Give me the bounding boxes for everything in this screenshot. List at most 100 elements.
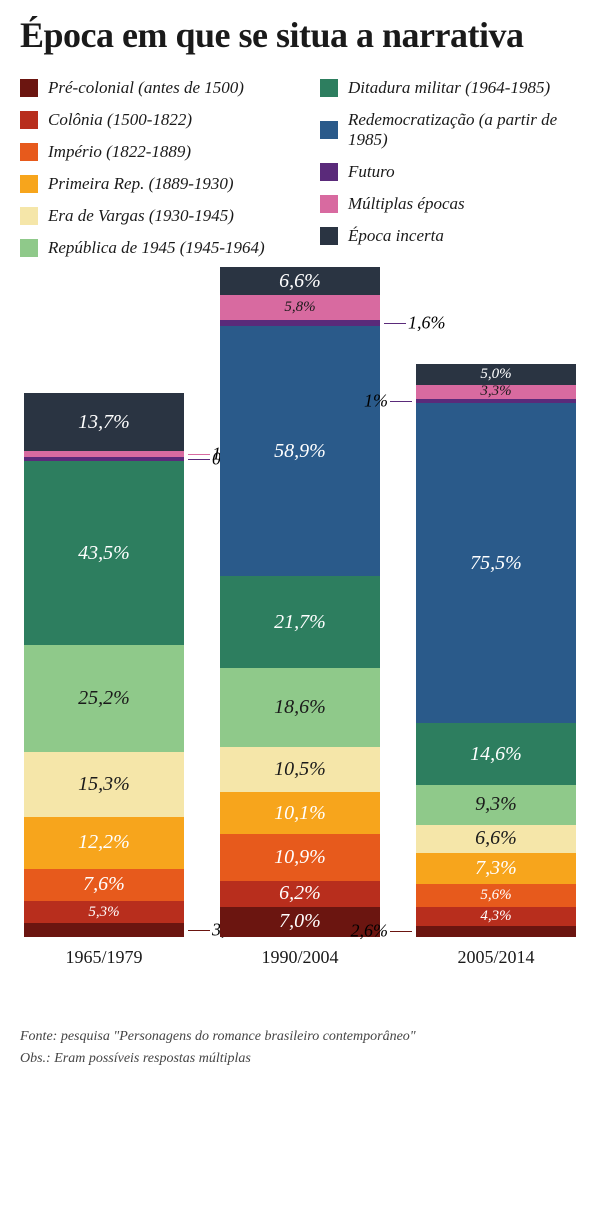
segment-value: 25,2% <box>78 687 130 710</box>
bar-segment: 5,3% <box>24 901 184 923</box>
callout-label: 1,6% <box>408 313 446 334</box>
legend-label: Futuro <box>348 162 395 182</box>
callout-line <box>384 323 406 324</box>
footer-note: Obs.: Eram possíveis respostas múltiplas <box>20 1048 580 1070</box>
segment-value: 6,2% <box>279 882 321 905</box>
bar-segment: 4,3% <box>416 907 576 925</box>
legend-swatch <box>20 175 38 193</box>
segment-value: 43,5% <box>78 542 130 565</box>
x-axis-label: 2005/2014 <box>457 947 534 968</box>
bar-segment: 13,7% <box>24 393 184 451</box>
segment-value: 7,6% <box>83 873 125 896</box>
legend-item: Era de Vargas (1930-1945) <box>20 206 280 226</box>
segment-value: 9,3% <box>475 793 517 816</box>
legend-item: Ditadura militar (1964-1985) <box>320 78 580 98</box>
segment-value: 58,9% <box>274 440 326 463</box>
bar-segment: 14,6% <box>416 723 576 785</box>
legend-item: Múltiplas épocas <box>320 194 580 214</box>
legend-swatch <box>320 195 338 213</box>
legend-label: Época incerta <box>348 226 444 246</box>
segment-value: 12,2% <box>78 831 130 854</box>
legend-swatch <box>20 207 38 225</box>
bar-segment: 25,2% <box>24 645 184 752</box>
legend-item: Pré-colonial (antes de 1500) <box>20 78 280 98</box>
segment-value: 10,9% <box>274 846 326 869</box>
segment-value: 10,1% <box>274 802 326 825</box>
legend-label: Primeira Rep. (1889-1930) <box>48 174 234 194</box>
bar-segment: 9,3% <box>416 785 576 824</box>
segment-value: 3,3% <box>480 383 511 400</box>
segment-value: 21,7% <box>274 611 326 634</box>
bar-segment: 58,9% <box>220 326 380 576</box>
callout-label: 1% <box>364 391 388 412</box>
segment-value: 7,0% <box>279 910 321 933</box>
callout-line <box>188 930 210 931</box>
bar: 3,1% 5,3% 7,6% 12,2% 15,3% 25,2% 43,5% 0,8%1,5%… <box>24 393 184 937</box>
segment-value: 7,3% <box>475 857 517 880</box>
bar-segment: 75,5% <box>416 403 576 723</box>
legend-swatch <box>20 79 38 97</box>
callout-line <box>390 931 412 932</box>
legend-label: Colônia (1500-1822) <box>48 110 192 130</box>
segment-value: 4,3% <box>480 908 511 925</box>
legend-label: Ditadura militar (1964-1985) <box>348 78 550 98</box>
bar-group: 7,0% 6,2% 10,9% 10,1% 10,5% 18,6% 21,7% 58,9% 1,… <box>220 267 380 968</box>
bar-segment: 10,5% <box>220 747 380 792</box>
chart-footer: Fonte: pesquisa "Personagens do romance … <box>20 1026 580 1071</box>
segment-value: 5,6% <box>480 887 511 904</box>
legend-label: Redemocratização (a partir de 1985) <box>348 110 580 150</box>
segment-value: 18,6% <box>274 696 326 719</box>
bar-segment: 5,0% <box>416 364 576 385</box>
legend-label: Império (1822-1889) <box>48 142 191 162</box>
legend-item: Império (1822-1889) <box>20 142 280 162</box>
bar-segment: 21,7% <box>220 576 380 668</box>
legend-label: Era de Vargas (1930-1945) <box>48 206 234 226</box>
segment-value: 13,7% <box>78 411 130 434</box>
segment-value: 6,6% <box>279 270 321 293</box>
segment-value: 75,5% <box>470 552 522 575</box>
footer-source: Fonte: pesquisa "Personagens do romance … <box>20 1026 580 1048</box>
legend-swatch <box>320 79 338 97</box>
bar: 2,6%4,3%5,6%7,3%6,6%9,3%14,6%75,5%1%3,3%… <box>416 364 576 937</box>
callout-label: 2,6% <box>351 921 389 942</box>
segment-value: 14,6% <box>470 743 522 766</box>
legend-item: Futuro <box>320 162 580 182</box>
bar-segment: 3,1% <box>24 923 184 936</box>
legend-item: República de 1945 (1945-1964) <box>20 238 280 258</box>
bar-segment: 7,6% <box>24 869 184 901</box>
callout-line <box>390 401 412 402</box>
legend-swatch <box>320 227 338 245</box>
bar-segment: 6,6% <box>220 267 380 295</box>
bar-segment: 5,8% <box>220 295 380 320</box>
bar-segment: 15,3% <box>24 752 184 817</box>
legend-swatch <box>20 143 38 161</box>
bar-segment: 1,5% <box>24 451 184 457</box>
bar-segment: 6,2% <box>220 881 380 907</box>
bar-segment: 2,6% <box>416 926 576 937</box>
bar-group: 3,1% 5,3% 7,6% 12,2% 15,3% 25,2% 43,5% 0,8%1,5%… <box>24 393 184 968</box>
x-axis-label: 1965/1979 <box>65 947 142 968</box>
bar-segment: 7,3% <box>416 853 576 884</box>
bar-segment: 3,3% <box>416 385 576 399</box>
bar-segment: 10,9% <box>220 834 380 880</box>
legend-item: Primeira Rep. (1889-1930) <box>20 174 280 194</box>
bar: 7,0% 6,2% 10,9% 10,1% 10,5% 18,6% 21,7% 58,9% 1,… <box>220 267 380 937</box>
bar-segment: 1,6% <box>220 320 380 327</box>
bar-segment: 10,1% <box>220 792 380 835</box>
legend: Pré-colonial (antes de 1500) Colônia (150… <box>20 78 580 258</box>
bar-segment: 18,6% <box>220 668 380 747</box>
callout-line <box>188 459 210 460</box>
segment-value: 5,3% <box>88 904 119 921</box>
legend-item: Colônia (1500-1822) <box>20 110 280 130</box>
x-axis-label: 1990/2004 <box>261 947 338 968</box>
legend-swatch <box>320 121 338 139</box>
legend-label: Pré-colonial (antes de 1500) <box>48 78 244 98</box>
bar-group: 2,6%4,3%5,6%7,3%6,6%9,3%14,6%75,5%1%3,3%… <box>416 364 576 968</box>
legend-swatch <box>20 239 38 257</box>
legend-swatch <box>20 111 38 129</box>
segment-value: 5,8% <box>284 299 315 316</box>
legend-item: Redemocratização (a partir de 1985) <box>320 110 580 150</box>
stacked-bar-chart: 3,1% 5,3% 7,6% 12,2% 15,3% 25,2% 43,5% 0,8%1,5%… <box>20 298 580 998</box>
bar-segment: 0,8% <box>24 457 184 460</box>
bar-segment: 5,6% <box>416 884 576 908</box>
